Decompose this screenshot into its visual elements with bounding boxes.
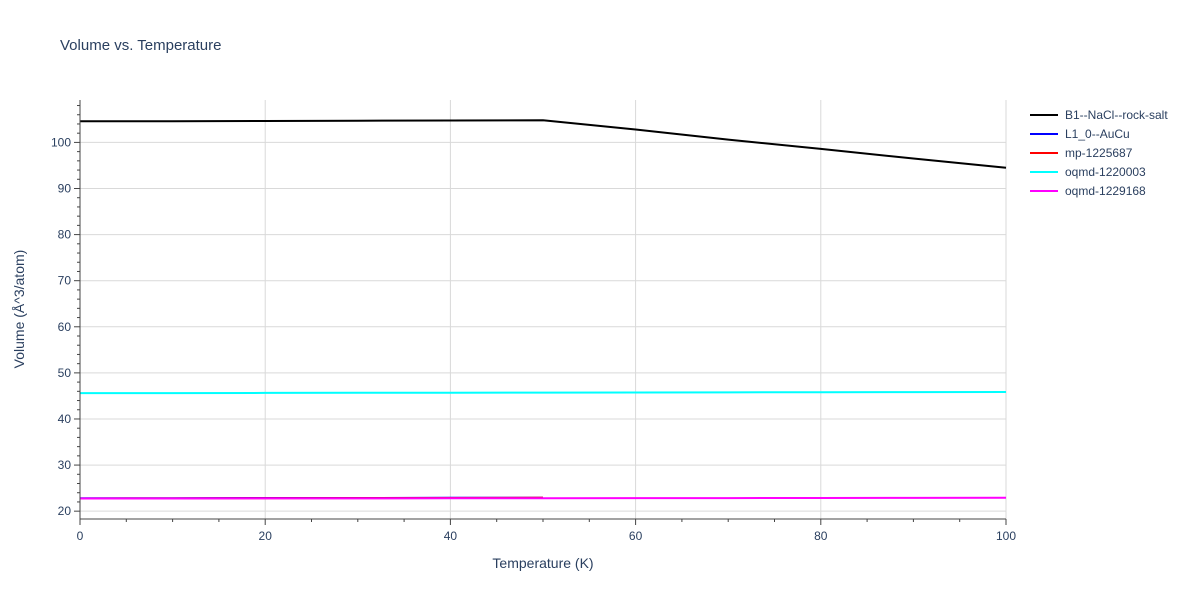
axes: 0 20 40 60 80 100 20 30 40 50 60 70 80 90 100: [51, 100, 1016, 543]
series-line-oqmd-1220003[interactable]: [79, 391, 1007, 395]
y-tick-label: 50: [58, 366, 72, 380]
x-axis-title: Temperature (K): [492, 555, 593, 571]
legend-label: mp-1225687: [1065, 146, 1133, 160]
x-tick-label: 100: [996, 529, 1016, 543]
x-tick-label: 0: [77, 529, 84, 543]
x-tick-label: 80: [814, 529, 828, 543]
x-tick-label: 20: [259, 529, 273, 543]
y-tick-label: 80: [58, 228, 72, 242]
series-line-b1-nacl-rock-salt[interactable]: [80, 119, 1007, 169]
y-tick-label: 70: [58, 274, 72, 288]
y-tick-label: 100: [51, 135, 71, 149]
chart-title: Volume vs. Temperature: [60, 37, 221, 54]
x-tick-label: 40: [444, 529, 458, 543]
legend-item[interactable]: B1--NaCl--rock-salt: [1030, 108, 1168, 122]
legend-label: B1--NaCl--rock-salt: [1065, 108, 1168, 122]
series-line-oqmd-1229168[interactable]: [79, 496, 1007, 500]
y-axis-title: Volume (Å^3/atom): [11, 250, 27, 369]
legend-label: oqmd-1229168: [1065, 184, 1146, 198]
grid-lines: [80, 100, 1007, 519]
legend-item[interactable]: L1_0--AuCu: [1030, 127, 1130, 141]
y-tick-label: 40: [58, 412, 72, 426]
legend-item[interactable]: oqmd-1229168: [1030, 184, 1146, 198]
x-tick-label: 60: [629, 529, 643, 543]
plot-area[interactable]: [79, 119, 1007, 500]
legend-item[interactable]: mp-1225687: [1030, 146, 1133, 160]
y-tick-label: 90: [58, 182, 72, 196]
y-tick-label: 20: [58, 504, 72, 518]
legend-label: L1_0--AuCu: [1065, 127, 1130, 141]
legend[interactable]: B1--NaCl--rock-salt L1_0--AuCu mp-1225687 o…: [1030, 108, 1168, 198]
legend-item[interactable]: oqmd-1220003: [1030, 165, 1146, 179]
legend-label: oqmd-1220003: [1065, 165, 1146, 179]
y-tick-label: 30: [58, 458, 72, 472]
y-tick-label: 60: [58, 320, 72, 334]
